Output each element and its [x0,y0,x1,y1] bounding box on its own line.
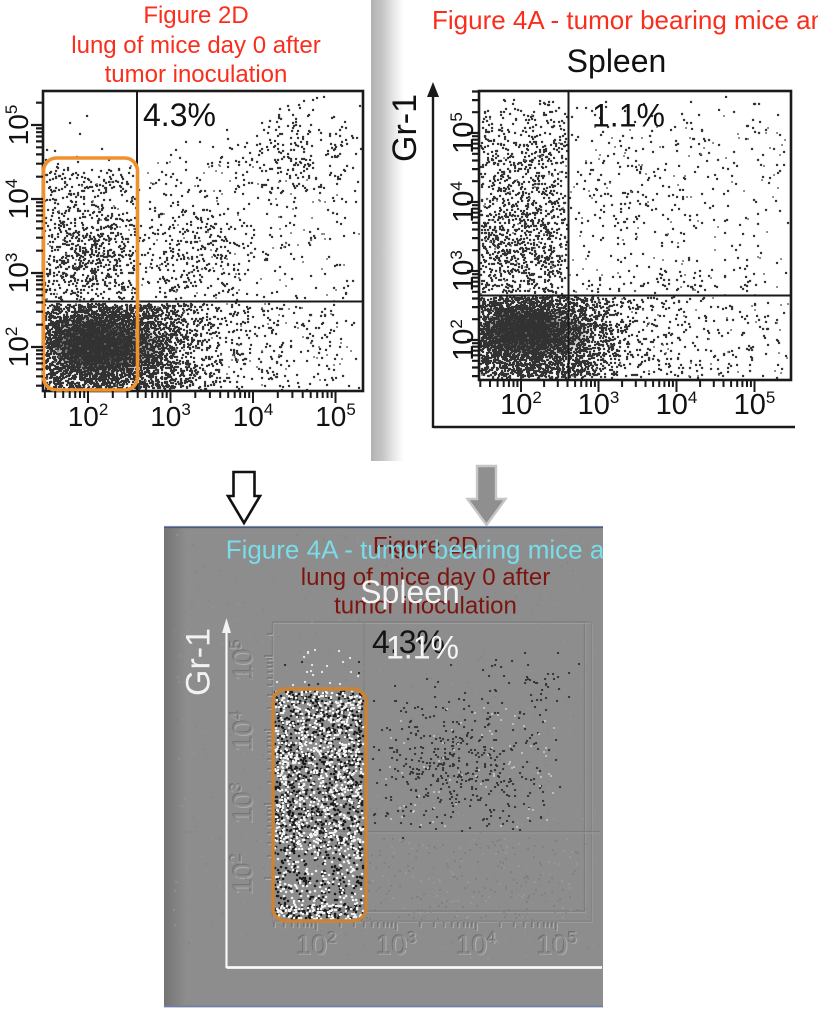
svg-text:1.1%: 1.1% [592,98,665,134]
svg-text:Spleen: Spleen [567,43,667,79]
svg-text:Figure 4A - tumor bearing mice: Figure 4A - tumor bearing mice an [226,535,619,565]
svg-text:Figure 2D: Figure 2D [373,533,478,560]
svg-text:Figure 4A - tumor bearing mice: Figure 4A - tumor bearing mice an [432,5,818,35]
svg-text:lung of mice day 0 after: lung of mice day 0 after [71,32,320,59]
svg-text:tumor inoculation: tumor inoculation [334,593,517,620]
svg-text:1.1%: 1.1% [386,630,459,666]
svg-text:102: 102 [226,854,258,895]
svg-text:tumor inoculation: tumor inoculation [105,61,288,88]
svg-text:4.3%: 4.3% [372,624,445,660]
svg-text:103: 103 [578,388,620,421]
svg-text:lung of mice day 0 after: lung of mice day 0 after [301,564,550,591]
svg-text:103: 103 [447,250,480,292]
svg-text:105: 105 [536,927,577,959]
svg-text:Spleen: Spleen [360,574,460,610]
svg-text:Gr-1: Gr-1 [180,628,218,696]
svg-text:Figure 2D: Figure 2D [143,2,248,29]
svg-text:4.3%: 4.3% [143,97,216,133]
svg-text:Gr-1: Gr-1 [386,94,424,162]
